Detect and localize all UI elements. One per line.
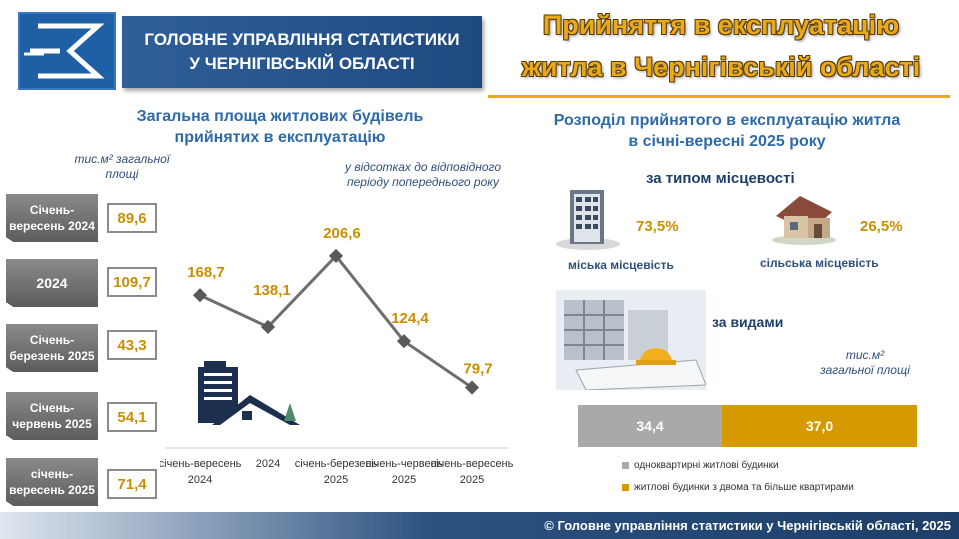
x-tick-label: 2024: [256, 458, 280, 470]
left-title-line1: Загальна площа житлових будівель: [136, 108, 424, 125]
footer: © Головне управління статистики у Черніг…: [0, 512, 959, 539]
page-title-line2: житла в Чернігівській області: [521, 52, 921, 82]
left-unit-line2: площі: [105, 167, 139, 181]
left-section-title: Загальна площа житлових будівель прийнят…: [100, 106, 460, 148]
apartment-building-icon: [556, 190, 620, 250]
rural-percent: 26,5%: [860, 218, 903, 235]
urban-label: міська місцевість: [568, 258, 674, 272]
legend-single: одноквартирні житлові будинки: [622, 460, 779, 471]
bar-multi-apartment: 37,0: [722, 405, 917, 447]
data-point: [464, 380, 480, 395]
page-title-line1: Прийняття в експлуатацію: [542, 10, 900, 40]
locality-subtitle: за типом місцевості: [646, 170, 795, 187]
right-unit-line2: загальної площі: [820, 363, 910, 377]
period-value: 54,1: [107, 402, 157, 432]
period-value: 109,7: [107, 267, 157, 297]
period-label: Січень-березень 2025: [6, 324, 98, 372]
page-title: Прийняття в експлуатацію житла в Чернігі…: [490, 4, 952, 88]
org-name-line2: У ЧЕРНІГІВСЬКІЙ ОБЛАСТІ: [189, 54, 415, 73]
building-illustration-icon: [198, 361, 300, 425]
line-chart: 168,7 січень-вересень 2024 138,1 2024 206,6 сі…: [160, 225, 514, 486]
series-line: [199, 253, 473, 389]
legend-multi: житлові будинки з двома та більше кварти…: [622, 482, 854, 493]
org-name-line1: ГОЛОВНЕ УПРАВЛІННЯ СТАТИСТИКИ: [144, 30, 460, 49]
data-label: 138,1: [253, 282, 291, 299]
right-unit-note: тис.м² загальної площі: [800, 348, 930, 378]
title-underline: [488, 95, 950, 98]
period-label: Січень-вересень 2024: [6, 194, 98, 242]
percent-note-line2: періоду попереднього року: [347, 175, 499, 189]
organization-banner: ГОЛОВНЕ УПРАВЛІННЯ СТАТИСТИКИ У ЧЕРНІГІВ…: [122, 16, 482, 88]
x-tick-label: січень-вересень 2025: [431, 458, 514, 486]
period-value: 71,4: [107, 469, 157, 499]
data-label: 79,7: [463, 361, 492, 378]
construction-illustration-icon: [556, 290, 706, 390]
house-icon: [772, 196, 836, 245]
bar-single-apartment: 34,4: [578, 405, 722, 447]
data-label: 206,6: [323, 225, 361, 242]
right-section-title: Розподіл прийнятого в експлуатацію житла…: [522, 110, 932, 152]
rural-label: сільська місцевість: [760, 256, 879, 270]
period-value: 89,6: [107, 203, 157, 233]
left-unit-line1: тис.м² загальної: [74, 152, 170, 166]
data-point: [260, 319, 276, 335]
x-tick-label: січень-вересень 2024: [160, 458, 242, 486]
types-subtitle: за видами: [712, 314, 784, 330]
period-label: Січень-червень 2025: [6, 392, 98, 440]
right-title-line2: в січні-вересні 2025 року: [628, 133, 826, 150]
data-label: 124,4: [391, 310, 429, 327]
legend-single-swatch: [622, 462, 629, 469]
urban-percent: 73,5%: [636, 218, 679, 235]
data-point: [396, 334, 412, 349]
logo: [18, 12, 116, 90]
left-title-line2: прийнятих в експлуатацію: [174, 129, 386, 146]
percent-note: у відсотках до відповідного періоду попе…: [318, 160, 528, 190]
period-label: січень-вересень 2025: [6, 458, 98, 506]
left-unit-note: тис.м² загальної площі: [52, 152, 192, 182]
right-title-line1: Розподіл прийнятого в експлуатацію житла: [553, 112, 901, 129]
period-label: 2024: [6, 259, 98, 307]
statistics-logo-icon: [24, 23, 105, 79]
period-value: 43,3: [107, 330, 157, 360]
legend-multi-label: житлові будинки з двома та більше кварти…: [634, 482, 854, 493]
x-tick-label: січень-березень 2025: [295, 458, 378, 486]
data-point: [328, 248, 344, 263]
percent-note-line1: у відсотках до відповідного: [344, 160, 502, 174]
legend-multi-swatch: [622, 484, 629, 491]
right-unit-line1: тис.м²: [845, 348, 885, 362]
data-point: [192, 288, 208, 303]
legend-single-label: одноквартирні житлові будинки: [634, 460, 779, 471]
x-tick-label: січень-червень 2025: [366, 458, 443, 486]
data-label: 168,7: [187, 264, 225, 281]
